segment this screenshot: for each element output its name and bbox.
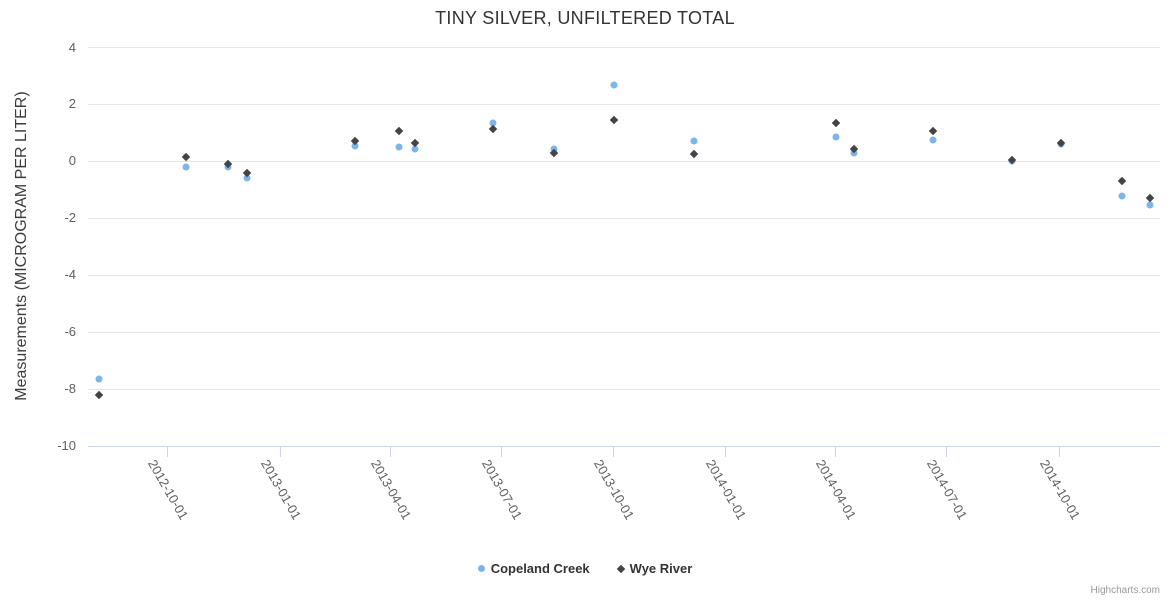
data-point-wye-river[interactable]	[609, 115, 619, 125]
y-gridline	[88, 217, 1160, 219]
data-point-copeland-creek[interactable]	[395, 143, 403, 151]
data-point-wye-river[interactable]	[928, 127, 938, 136]
x-axis-label: 2014-04-01	[813, 457, 860, 523]
x-axis-label: 2013-01-01	[257, 457, 304, 523]
credits-link[interactable]: Highcharts.com	[1090, 585, 1160, 596]
x-axis-tick	[946, 447, 948, 457]
x-axis-label: 2014-07-01	[924, 457, 971, 523]
x-axis-line	[88, 446, 1160, 447]
data-point-copeland-creek[interactable]	[832, 133, 840, 141]
x-axis-label: 2013-10-01	[591, 457, 638, 523]
data-point-copeland-creek[interactable]	[95, 375, 103, 383]
data-point-wye-river[interactable]	[1117, 177, 1127, 186]
data-point-copeland-creek[interactable]	[610, 81, 618, 88]
x-axis-tick	[389, 447, 391, 457]
x-axis-label: 2014-10-01	[1036, 457, 1083, 523]
data-point-copeland-creek[interactable]	[182, 163, 190, 171]
x-axis-label: 2013-04-01	[367, 457, 414, 523]
x-axis-label: 2012-10-01	[145, 457, 192, 523]
data-point-wye-river[interactable]	[832, 118, 841, 128]
x-axis-tick	[725, 447, 727, 457]
legend-label: Copeland Creek	[490, 561, 590, 576]
y-axis-label: -6	[64, 324, 76, 340]
data-point-wye-river[interactable]	[94, 390, 104, 399]
x-axis-tick	[500, 447, 502, 457]
chart-title: TINY SILVER, UNFILTERED TOTAL	[435, 8, 735, 28]
x-axis-tick	[835, 447, 837, 457]
y-axis-label: -2	[64, 210, 76, 226]
legend: Copeland Creek Wye River	[0, 561, 1170, 576]
y-gridline	[88, 274, 1160, 276]
data-point-copeland-creek[interactable]	[489, 119, 497, 127]
data-point-copeland-creek[interactable]	[1146, 201, 1154, 209]
x-axis-tick	[1058, 447, 1060, 457]
data-point-wye-river[interactable]	[489, 124, 498, 133]
y-axis-label: 4	[68, 39, 76, 55]
data-point-copeland-creek[interactable]	[690, 137, 698, 145]
y-axis-label: -10	[57, 438, 76, 453]
data-point-copeland-creek[interactable]	[929, 136, 937, 144]
data-point-copeland-creek[interactable]	[351, 142, 359, 150]
x-axis-label: 2013-07-01	[478, 457, 525, 523]
data-point-wye-river[interactable]	[395, 127, 404, 136]
y-axis-label: -4	[64, 267, 76, 283]
y-axis-label: 2	[68, 96, 76, 112]
y-gridline	[88, 331, 1160, 333]
y-gridline	[88, 388, 1160, 390]
y-gridline	[88, 47, 1160, 48]
x-axis-label: 2014-01-01	[703, 457, 750, 523]
data-point-copeland-creek[interactable]	[1118, 192, 1126, 199]
data-point-wye-river[interactable]	[1145, 194, 1155, 203]
y-axis-label: 0	[68, 153, 76, 169]
x-axis-tick	[279, 447, 281, 457]
legend-label: Wye River	[629, 561, 693, 576]
y-axis-title: Measurements (MICROGRAM PER LITER)	[13, 91, 30, 401]
data-point-copeland-creek[interactable]	[550, 145, 558, 153]
diamond-marker-icon	[616, 564, 625, 573]
legend-item-copeland-creek[interactable]: Copeland Creek	[477, 561, 590, 576]
data-point-copeland-creek[interactable]	[243, 174, 251, 182]
data-point-wye-river[interactable]	[689, 149, 698, 159]
legend-item-wye-river[interactable]: Wye River	[616, 561, 693, 576]
data-point-copeland-creek[interactable]	[411, 145, 419, 153]
y-gridline	[88, 160, 1160, 162]
x-axis-tick	[613, 447, 614, 457]
x-axis-tick	[167, 447, 169, 457]
y-axis-label: -8	[64, 381, 76, 397]
y-gridline	[88, 103, 1160, 105]
data-point-copeland-creek[interactable]	[850, 149, 858, 157]
circle-marker-icon	[477, 565, 485, 572]
